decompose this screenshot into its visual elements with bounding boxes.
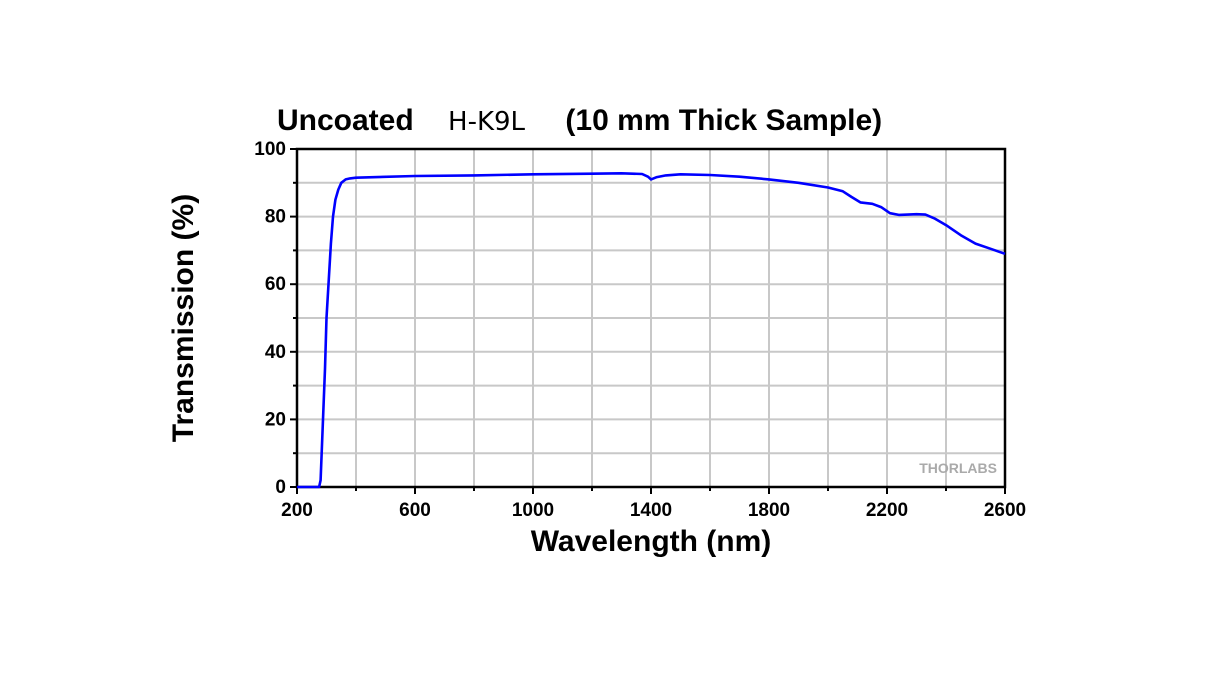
grid [297, 149, 1005, 487]
y-tick-label: 100 [254, 139, 286, 160]
title-part-material: H-K9L [448, 107, 526, 137]
y-axis-label: Transmission (%) [167, 194, 200, 442]
x-axis-label: Wavelength (nm) [531, 525, 772, 558]
y-tick-label: 80 [265, 207, 286, 228]
title-part-uncoated: Uncoated [277, 104, 414, 137]
x-tick-label: 1000 [512, 500, 554, 521]
x-tick-label: 2600 [984, 500, 1026, 521]
x-tick-label: 1800 [748, 500, 790, 521]
transmission-series-line [297, 172, 1006, 489]
y-tick-label: 0 [275, 477, 286, 498]
y-tick-label: 20 [265, 409, 286, 430]
series-layer [297, 172, 1006, 489]
thorlabs-watermark: THORLABS [919, 460, 997, 476]
chart-title: Uncoated H-K9L (10 mm Thick Sample) [277, 104, 882, 137]
x-tick-label: 2200 [866, 500, 908, 521]
axis-ticks: 200 600 1000 1400 1800 2200 2600 0 20 40 60 80 100 [254, 139, 1026, 521]
title-part-sample: (10 mm Thick Sample) [565, 104, 882, 137]
x-tick-label: 200 [281, 500, 313, 521]
x-tick-label: 600 [399, 500, 431, 521]
y-tick-label: 60 [265, 274, 286, 295]
y-tick-label: 40 [265, 342, 286, 363]
x-tick-label: 1400 [630, 500, 672, 521]
